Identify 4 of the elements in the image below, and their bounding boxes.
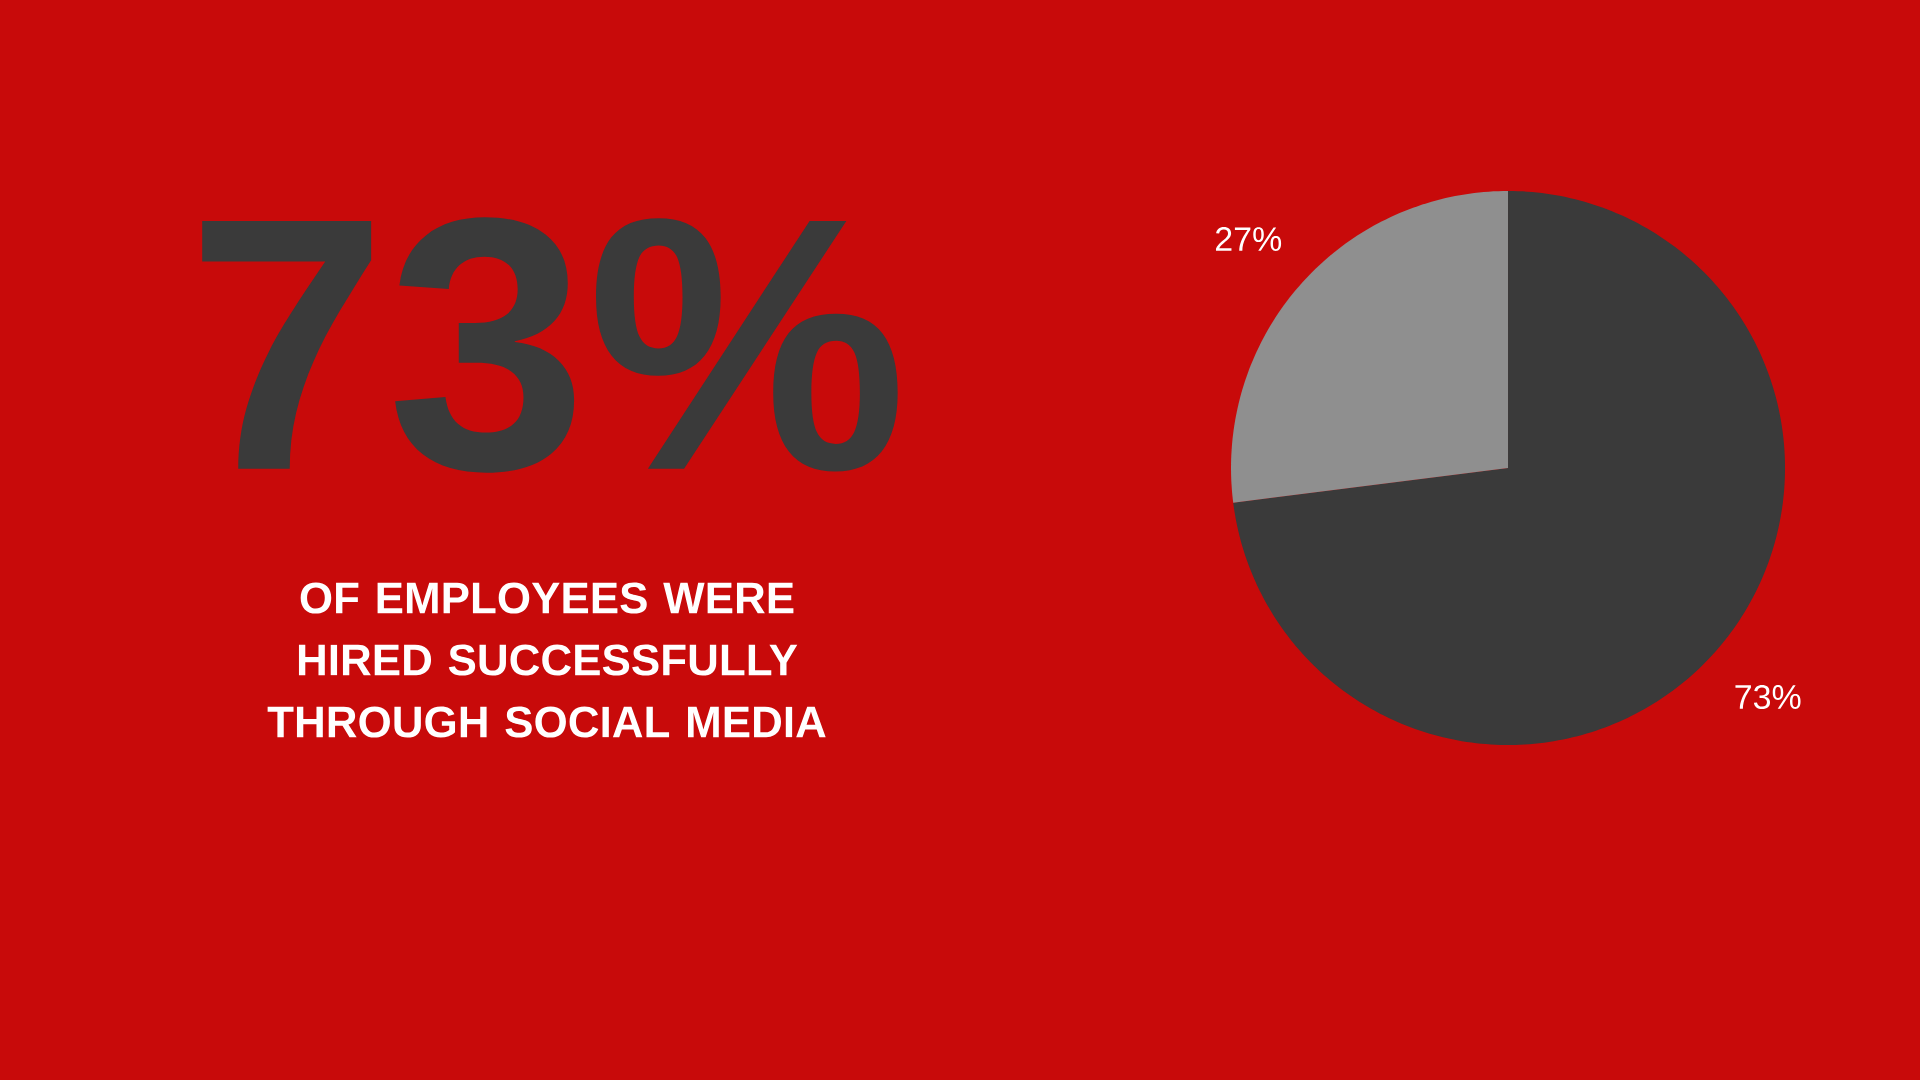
text: OF EMPLOYEES WERE HIRED SUCCESSFULLY THROUGH SOCIAL MEDIA <box>267 582 826 738</box>
chart-title: 73% <box>202 217 898 473</box>
data-label: 27% <box>1215 227 1282 251</box>
data-label: 73% <box>1735 684 1801 710</box>
